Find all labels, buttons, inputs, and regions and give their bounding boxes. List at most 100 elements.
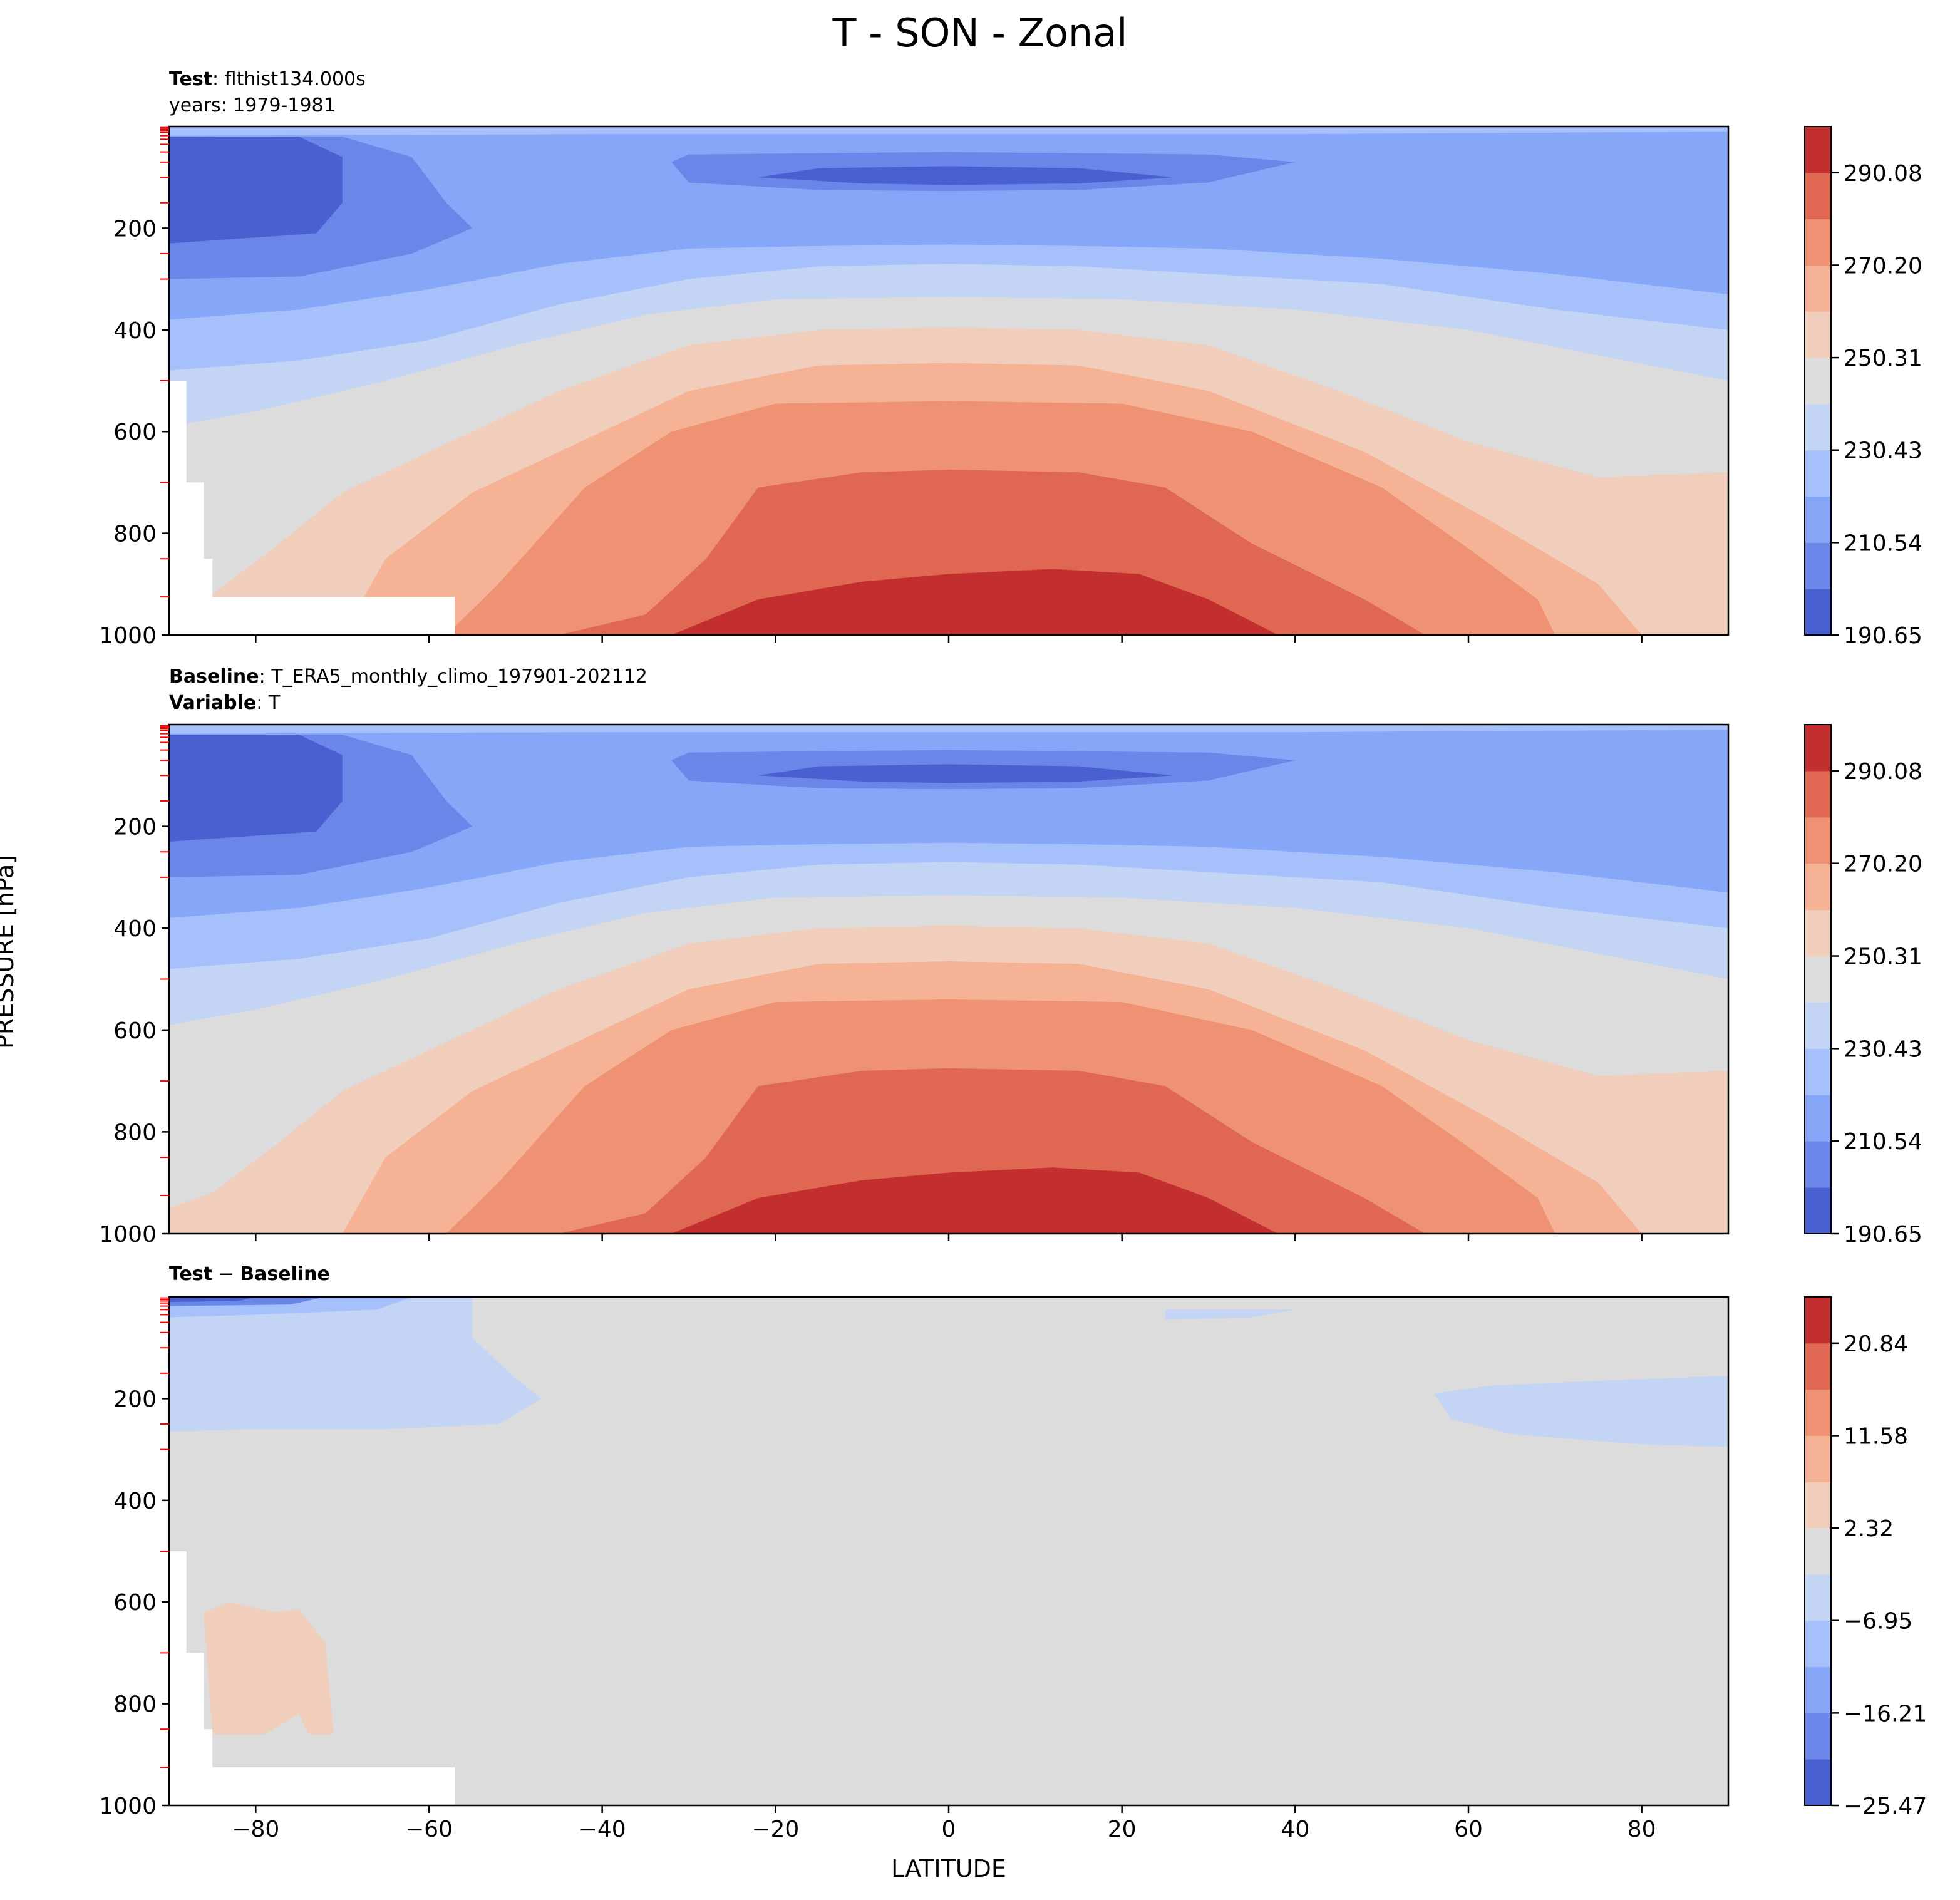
panel-2-ytick-label-200: 200 [113, 815, 157, 840]
panel-3-south-positive [204, 1602, 334, 1735]
panel-2-colorbar-segment-0 [1805, 1187, 1831, 1234]
panel-3-colorbar-segment-9 [1805, 1343, 1831, 1390]
panel-3-colorbar-segment-7 [1805, 1435, 1831, 1482]
panel-1-colorbar-segment-0 [1805, 589, 1831, 636]
panel-3-ytick-label-800: 800 [113, 1692, 157, 1718]
panel-1-top-band [169, 126, 1728, 136]
panel-2-colorbar-label: 290.08 [1844, 759, 1922, 785]
panel-2-tropopause-coldest [758, 764, 1174, 783]
panel-3-xtick-label--20: −20 [751, 1817, 799, 1842]
panel-1-polar-coldest [169, 137, 343, 244]
panel-2-title-bold: Baseline [169, 666, 259, 688]
panel-3-contours [169, 1297, 1728, 1805]
panel-3-xtick-label-20: 20 [1108, 1817, 1137, 1842]
panel-2-ytick-label-400: 400 [113, 916, 157, 942]
panel-2-top-band [169, 725, 1728, 734]
panel-2-colorbar-segment-2 [1805, 1095, 1831, 1142]
panel-3-title-bold-2: Baseline [240, 1263, 330, 1285]
panel-2-polar-coldest [169, 735, 343, 842]
panel-2-colorbar-label: 270.20 [1844, 852, 1922, 877]
panel-3-colorbar-label: 2.32 [1844, 1516, 1894, 1542]
panel-1-colorbar-frame [1804, 126, 1832, 636]
panel-3-xtick-label-80: 80 [1627, 1817, 1656, 1842]
panel-1-title: Test: flthist134.000s years: 1979-1981 [169, 66, 366, 119]
panel-1-colorbar-segment-10 [1805, 126, 1831, 173]
panel-3-title-minus: − [212, 1263, 240, 1285]
panel-2-ytick-label-600: 600 [113, 1018, 157, 1044]
panel-3-colorbar-segment-8 [1805, 1389, 1831, 1436]
panel-1-colorbar-segment-8 [1805, 219, 1831, 266]
panel-1-missing-data [169, 381, 455, 635]
panel-1-ytick-label-400: 400 [113, 318, 157, 344]
panel-1-colorbar-segment-9 [1805, 172, 1831, 220]
panel-3-xtick-label-40: 40 [1281, 1817, 1309, 1842]
panel-3-missing-data [169, 1551, 455, 1805]
panel-3-xtick-label--60: −60 [405, 1817, 453, 1842]
panel-3-south-negative [169, 1297, 542, 1432]
panel-3-title-bold-1: Test [169, 1263, 213, 1285]
panel-2-colorbar-label: 250.31 [1844, 944, 1922, 970]
panel-1-title-bold: Test [169, 68, 213, 90]
panel-2-colorbar-frame [1804, 724, 1832, 1234]
panel-2-colorbar-segment-8 [1805, 817, 1831, 864]
panel-3-ytick-label-200: 200 [113, 1386, 157, 1412]
panel-3-colorbar-segment-0 [1805, 1759, 1831, 1806]
panel-1-colorbar-segment-4 [1805, 403, 1831, 451]
panel-3-north-negative [1433, 1375, 1728, 1447]
panel-3-colorbar-label: 20.84 [1844, 1331, 1908, 1357]
panel-1-colorbar-label: 210.54 [1844, 530, 1922, 556]
panel-1-ytick-label-800: 800 [113, 522, 157, 547]
panel-1-colorbar-label: 190.65 [1844, 623, 1922, 649]
panel-1-colorbar-segment-2 [1805, 496, 1831, 543]
panel-2-variable-bold: Variable [169, 692, 257, 714]
panel-1-colorbar-label: 270.20 [1844, 253, 1922, 279]
panel-1-tropopause-coldest [758, 166, 1174, 185]
panel-3-ytick-label-400: 400 [113, 1489, 157, 1514]
panel-2-colorbar-segment-3 [1805, 1048, 1831, 1095]
panel-3-south-negative-4 [169, 1297, 256, 1303]
panel-2-colorbar-label: 210.54 [1844, 1129, 1922, 1155]
panel-1-colorbar-label: 250.31 [1844, 346, 1922, 371]
panel-1-ytick-label-1000: 1000 [99, 623, 157, 649]
panel-2-colorbar-segment-1 [1805, 1141, 1831, 1188]
panel-2-contour-level-2b [169, 725, 1728, 847]
panel-3-colorbar-segment-4 [1805, 1574, 1831, 1621]
panel-1-colorbar-label: 230.43 [1844, 438, 1922, 464]
panel-1-colorbar-segment-7 [1805, 265, 1831, 312]
x-axis-label: LATITUDE [891, 1855, 1006, 1882]
panel-3-xtick-label-0: 0 [942, 1817, 956, 1842]
panel-3-ytick-label-600: 600 [113, 1590, 157, 1616]
panel-2-colorbar-segment-4 [1805, 1002, 1831, 1049]
panel-3-xtick-label-60: 60 [1454, 1817, 1483, 1842]
panel-3-ytick-label-1000: 1000 [99, 1794, 157, 1819]
panel-2-colorbar-label: 230.43 [1844, 1036, 1922, 1062]
panel-3-xtick-label--80: −80 [232, 1817, 279, 1842]
panel-2-colorbar-segment-7 [1805, 863, 1831, 911]
panel-3-colorbar-label: −25.47 [1844, 1794, 1927, 1819]
panel-1-ytick-label-600: 600 [113, 420, 157, 445]
panel-1-colorbar-segment-6 [1805, 311, 1831, 358]
panel-3-tropic-negative [1165, 1309, 1296, 1320]
panel-3-colorbar-segment-3 [1805, 1620, 1831, 1668]
figure-title: T - SON - Zonal [832, 10, 1128, 56]
panel-2-colorbar-segment-10 [1805, 725, 1831, 772]
panel-1-title-years: years: 1979-1981 [169, 95, 336, 116]
panel-1-colorbar-segment-1 [1805, 542, 1831, 589]
panel-1-ytick-label-200: 200 [113, 216, 157, 242]
panel-2-colorbar-segment-5 [1805, 956, 1831, 1003]
panel-1-title-text: : flthist134.000s [212, 68, 366, 90]
panel-1-colorbar-segment-5 [1805, 358, 1831, 405]
panel-1-colorbar-label: 290.08 [1844, 161, 1922, 187]
panel-2-colorbar-label: 190.65 [1844, 1222, 1922, 1247]
panel-3-colorbar-label: −6.95 [1844, 1609, 1912, 1634]
panel-1-contour-level-2b [169, 126, 1728, 249]
panel-2-ytick-label-800: 800 [113, 1120, 157, 1145]
panel-2-title: Baseline: T_ERA5_monthly_climo_197901-20… [169, 664, 647, 716]
panel-2-contours [169, 725, 1728, 1234]
panel-3-title: Test − Baseline [169, 1261, 330, 1288]
panel-2-title-text: : T_ERA5_monthly_climo_197901-202112 [259, 666, 647, 688]
panel-3-colorbar-segment-10 [1805, 1297, 1831, 1344]
panel-1-contours [169, 126, 1728, 635]
